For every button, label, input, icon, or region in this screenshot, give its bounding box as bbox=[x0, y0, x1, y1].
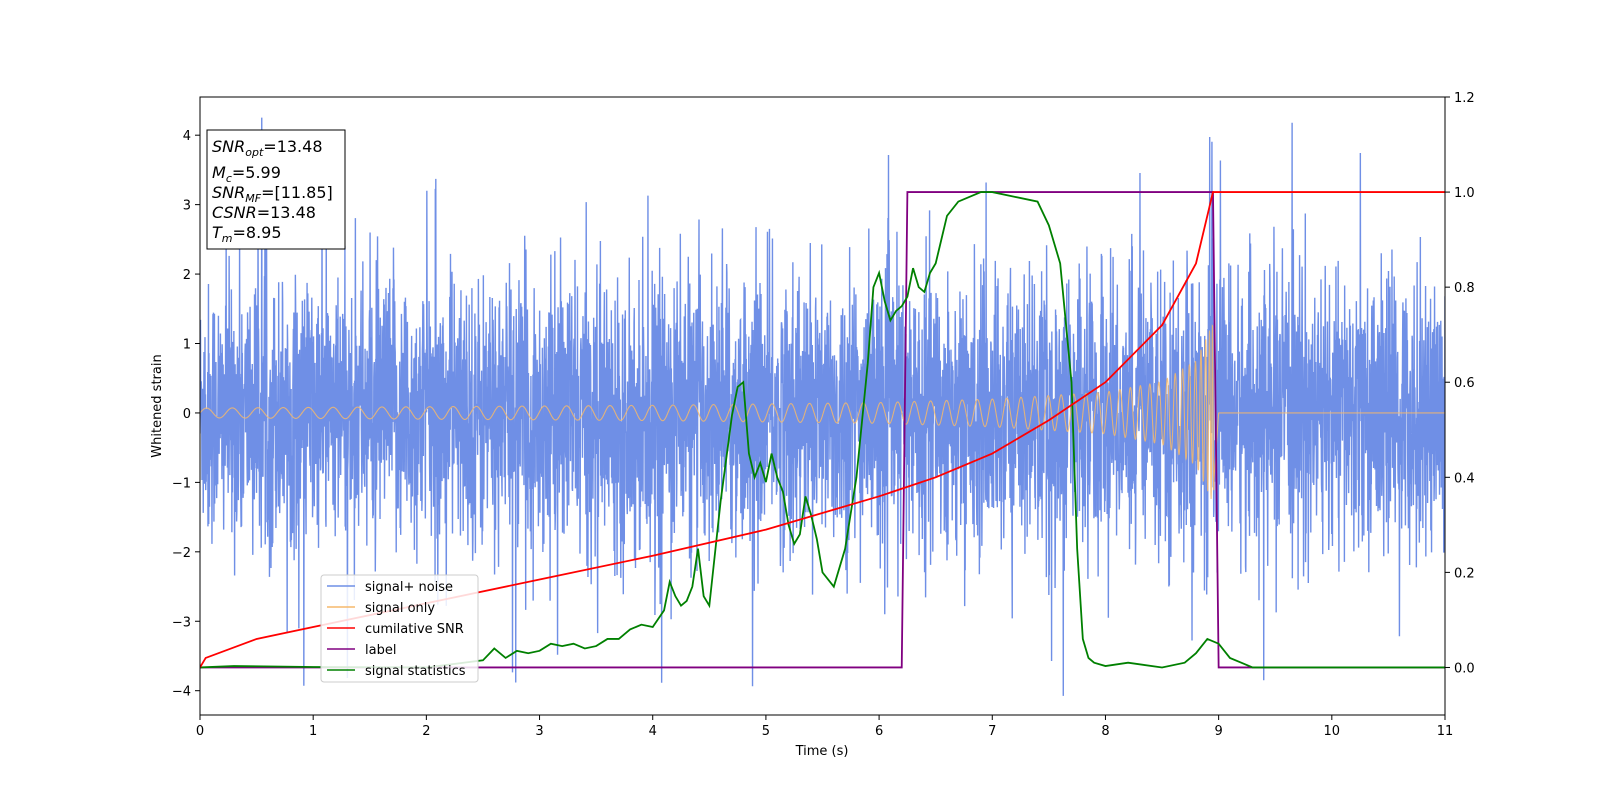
x-tick-label: 4 bbox=[649, 724, 657, 739]
x-tick-label: 6 bbox=[875, 724, 883, 739]
plot-area bbox=[200, 117, 1445, 696]
signal-statistics-line bbox=[200, 191, 1445, 669]
y-axis-right: 0.0 0.2 0.4 0.6 0.8 1.0 1.2 bbox=[1445, 91, 1475, 676]
x-tick-label: 9 bbox=[1214, 724, 1222, 739]
signal-only-series bbox=[200, 324, 1445, 499]
x-tick-label: 0 bbox=[196, 724, 204, 739]
y2-tick-label: 0.8 bbox=[1454, 281, 1475, 296]
annotation-box: SNRopt=13.48 Mc=5.99 SNRMF=[11.85] CSNR=… bbox=[206, 129, 346, 250]
signal-noise-line bbox=[200, 117, 1445, 696]
annotation-snr-opt: SNRopt=13.48 bbox=[212, 137, 323, 159]
x-tick-label: 10 bbox=[1324, 724, 1341, 739]
annotation-tm: Tm=8.95 bbox=[212, 223, 282, 245]
x-axis: 0 1 2 3 4 5 6 7 8 9 10 11 bbox=[196, 715, 1453, 739]
x-tick-label: 5 bbox=[762, 724, 770, 739]
annotation-mc: Mc=5.99 bbox=[212, 163, 281, 185]
y2-tick-label: 1.2 bbox=[1454, 91, 1475, 106]
annotation-frame bbox=[206, 129, 346, 250]
plot-frame bbox=[199, 96, 1446, 716]
x-tick-label: 7 bbox=[988, 724, 996, 739]
y-axis-label: Whitened strain bbox=[150, 354, 165, 457]
legend: signal+ noise signal only cumilative SNR… bbox=[320, 574, 479, 683]
x-axis-label: Time (s) bbox=[795, 744, 849, 759]
legend-label-label: label bbox=[365, 643, 396, 658]
x-tick-label: 2 bbox=[422, 724, 430, 739]
y-tick-label: −4 bbox=[172, 685, 191, 700]
y-tick-label: 4 bbox=[183, 129, 191, 144]
y-tick-label: −1 bbox=[172, 476, 191, 491]
y2-tick-label: 1.0 bbox=[1454, 186, 1475, 201]
y2-tick-label: 0.2 bbox=[1454, 566, 1475, 581]
y-tick-label: 3 bbox=[183, 199, 191, 214]
y-tick-label: 2 bbox=[183, 268, 191, 283]
annotation-csnr: CSNR=13.48 bbox=[212, 203, 316, 222]
legend-frame bbox=[320, 574, 479, 683]
annotation-snr-mf: SNRMF=[11.85] bbox=[212, 183, 333, 205]
y-tick-label: 1 bbox=[183, 338, 191, 353]
x-tick-label: 11 bbox=[1437, 724, 1454, 739]
y-axis-left: −4 −3 −2 −1 0 1 2 3 4 bbox=[172, 129, 200, 700]
legend-label-signal-noise: signal+ noise bbox=[365, 580, 453, 595]
x-tick-label: 1 bbox=[309, 724, 317, 739]
y-tick-label: −3 bbox=[172, 615, 191, 630]
legend-label-signal-statistics: signal statistics bbox=[365, 664, 466, 679]
y2-tick-label: 0.6 bbox=[1454, 376, 1475, 391]
x-tick-label: 3 bbox=[535, 724, 543, 739]
legend-label-cumulative-snr: cumilative SNR bbox=[365, 622, 464, 637]
cumulative-snr-line bbox=[200, 191, 1445, 668]
legend-label-signal-only: signal only bbox=[365, 601, 435, 616]
y-tick-label: −2 bbox=[172, 546, 191, 561]
signal-noise-series bbox=[200, 117, 1445, 696]
y2-tick-label: 0.4 bbox=[1454, 471, 1475, 486]
y2-tick-label: 0.0 bbox=[1454, 661, 1475, 676]
x-tick-label: 8 bbox=[1101, 724, 1109, 739]
signal-only-line bbox=[200, 324, 1445, 499]
right-axis-series bbox=[200, 191, 1445, 669]
y-tick-label: 0 bbox=[183, 407, 191, 422]
